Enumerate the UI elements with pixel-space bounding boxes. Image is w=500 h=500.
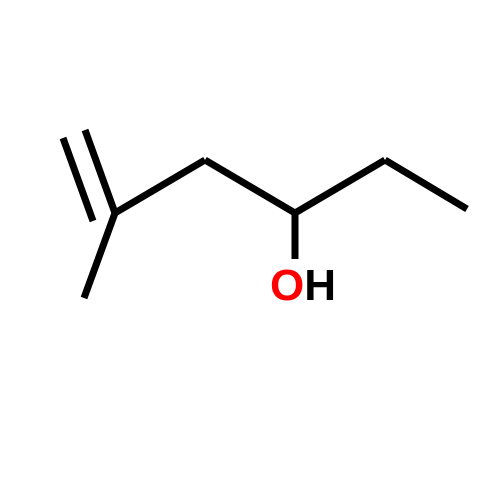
oxygen-letter: O xyxy=(270,261,304,310)
bond-line xyxy=(115,160,205,213)
molecule-diagram: OH xyxy=(0,0,500,500)
bonds-layer xyxy=(63,130,467,298)
labels-layer: OH xyxy=(270,261,336,310)
bond-line xyxy=(295,160,385,213)
hydroxyl-label: OH xyxy=(270,261,336,310)
bond-line xyxy=(84,213,115,298)
bond-line xyxy=(385,160,467,209)
double-bond-line xyxy=(63,138,93,221)
bond-line xyxy=(205,160,295,213)
bond-line xyxy=(85,130,115,213)
hydrogen-letter: H xyxy=(304,261,336,310)
